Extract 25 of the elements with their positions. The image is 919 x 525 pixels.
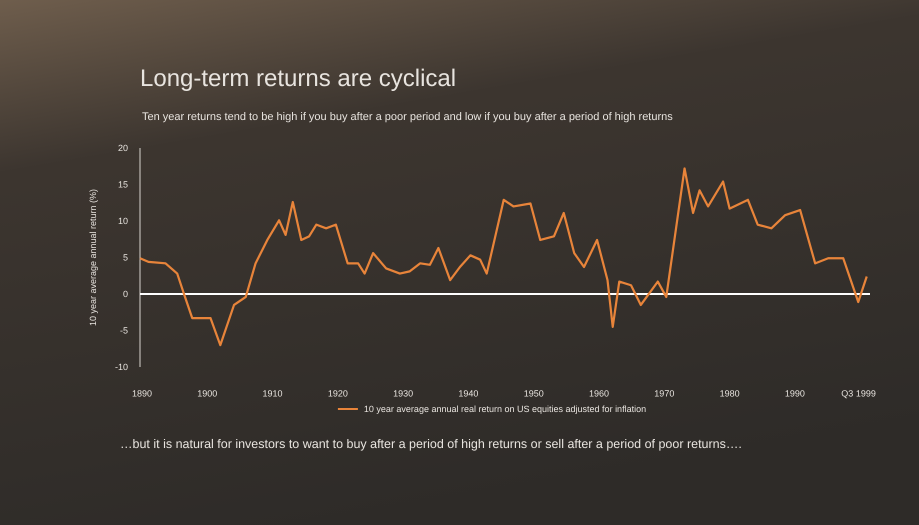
x-tick-label: 1930	[393, 388, 414, 398]
x-tick-label: 1990	[784, 388, 805, 398]
chart-subtitle: Ten year returns tend to be high if you buy after a poor period and low if you buy after a period of high returns	[142, 111, 674, 123]
legend-label: 10 year average annual real return on US equities adjusted for inflation	[364, 404, 646, 414]
x-tick-label: 1960	[589, 388, 610, 398]
chart-title: Long-term returns are cyclical	[140, 65, 456, 92]
y-tick-label: 20	[118, 142, 128, 153]
x-tick-label: 1980	[720, 388, 740, 398]
y-tick-label: 15	[118, 179, 128, 190]
x-tick-label: 1910	[262, 388, 283, 398]
text: …but it is natural for investors to want to buy after a period of high returns or sell after a period of poor returns….	[120, 437, 742, 451]
x-tick-label: 1970	[654, 388, 674, 398]
y-tick-label: 10	[118, 216, 128, 226]
x-tick-label: 1900	[197, 388, 218, 398]
y-axis-title: 10 year average annual return (%)	[88, 188, 98, 326]
y-tick-label: 0	[122, 288, 128, 299]
y-tick-label: -10	[114, 362, 128, 372]
y-tick-label: -5	[120, 325, 128, 336]
line-series	[138, 167, 868, 346]
x-tick-label: 1920	[328, 388, 348, 398]
x-tick-label: 1940	[458, 388, 478, 398]
x-tick-label: 1890	[132, 388, 152, 398]
x-tick-label: 1950	[524, 388, 544, 398]
x-tick-label: Q3 1999	[841, 388, 876, 398]
y-tick-label: 5	[122, 252, 128, 262]
